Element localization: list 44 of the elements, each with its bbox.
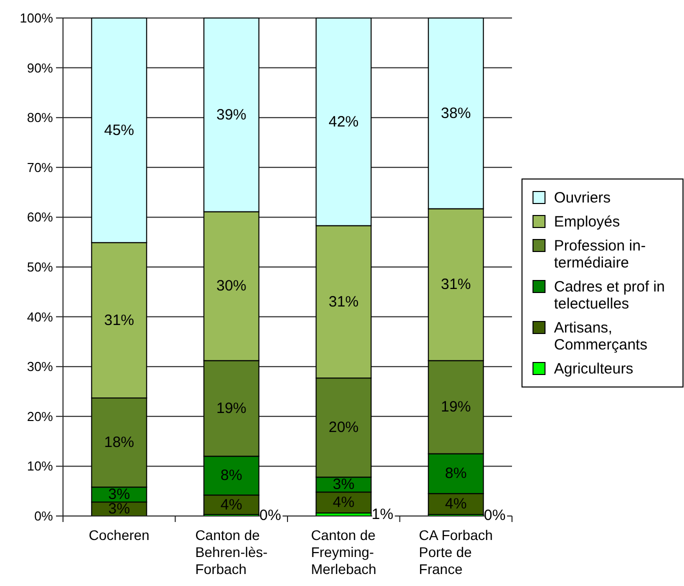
y-tick-label: 100% <box>20 10 54 26</box>
data-label: 19% <box>440 398 471 416</box>
data-label: 38% <box>440 104 471 122</box>
data-label: 3% <box>108 500 130 518</box>
data-label: 4% <box>445 496 467 513</box>
legend-label: Employés <box>554 213 620 230</box>
y-tick-label: 40% <box>26 309 54 324</box>
y-tick-label: 20% <box>26 408 54 424</box>
data-label: 4% <box>332 494 354 512</box>
data-label: 3% <box>108 486 130 504</box>
data-label: 4% <box>220 496 242 514</box>
legend-label: Ouvriers <box>554 189 611 206</box>
y-tick-label: 60% <box>26 210 54 225</box>
x-tick-label: CA Forbach Porte de France <box>418 527 493 577</box>
data-label: 19% <box>216 400 246 417</box>
x-tick-label: Cocheren <box>88 527 150 543</box>
data-label: 18% <box>104 434 134 452</box>
data-label: 31% <box>328 293 359 310</box>
legend-label: Cadres et prof in telectuelles <box>554 278 665 312</box>
legend-label: Artisans, Commerçants <box>554 319 648 353</box>
y-tick-label: 50% <box>26 260 54 274</box>
y-tick-label: 70% <box>26 160 54 175</box>
data-label: 1% <box>372 506 394 524</box>
data-label: 3% <box>332 476 354 494</box>
data-label: 30% <box>216 278 246 295</box>
data-label: 8% <box>445 465 467 482</box>
data-label: 39% <box>216 106 246 124</box>
legend-label: Agriculteurs <box>554 360 634 377</box>
data-label: 31% <box>104 312 134 329</box>
data-label: 31% <box>440 276 471 294</box>
data-label: 45% <box>104 122 134 139</box>
x-tick-label: Canton de Freyming-Merlebach <box>310 527 376 577</box>
data-label: 8% <box>220 467 242 484</box>
data-label: 42% <box>328 113 359 130</box>
x-tick-label: Canton de Behren-lès-Forbach <box>195 527 268 577</box>
y-tick-label: 30% <box>26 359 54 374</box>
legend-label: Profession in-termédiaire <box>554 237 646 271</box>
y-tick-label: 80% <box>26 110 54 126</box>
y-tick-label: 0% <box>34 508 54 524</box>
data-label: 20% <box>328 419 359 436</box>
y-tick-label: 10% <box>26 458 54 474</box>
y-tick-label: 90% <box>26 60 54 76</box>
data-label: 0% <box>484 506 506 524</box>
data-label: 0% <box>259 506 282 524</box>
